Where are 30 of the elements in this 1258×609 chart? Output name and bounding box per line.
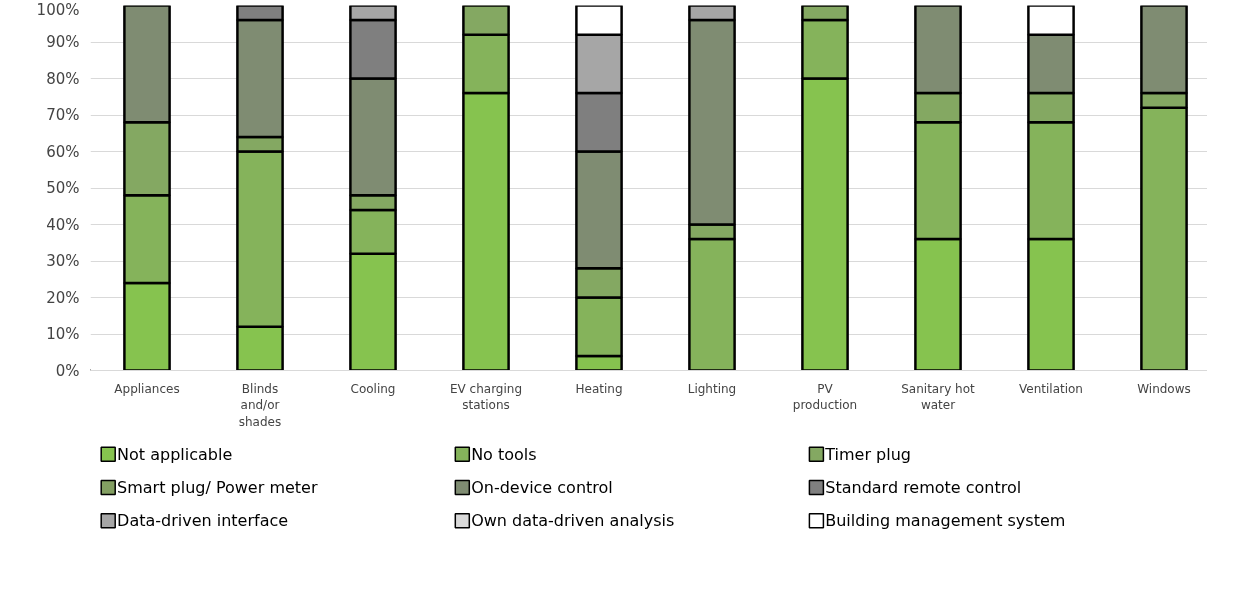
x-tick-label: Lighting	[687, 381, 737, 396]
y-tick-label: 80%	[46, 69, 80, 88]
x-tick-label: Sanitary hot water	[901, 381, 976, 413]
y-tick-label: 50%	[46, 179, 80, 197]
x-tick-label: Windows	[1137, 381, 1191, 396]
x-tick-label: Ventilation	[1019, 381, 1083, 396]
y-tick-label: 20%	[46, 288, 80, 307]
y-tick-label: 0%	[55, 361, 80, 380]
x-tick-label: PV production	[792, 381, 858, 413]
x-tick-label: Blinds and/or shades	[238, 381, 282, 430]
y-tick-label: 30%	[46, 252, 80, 270]
y-tick-label: 10%	[46, 325, 80, 343]
y-tick-label: 90%	[46, 33, 80, 51]
x-tick-label: EV charging stations	[449, 381, 523, 413]
legend-label: Timer plug	[824, 444, 911, 464]
legend-label: On-device control	[471, 478, 613, 497]
y-tick-label: 70%	[46, 106, 80, 124]
legend-label: No tools	[471, 444, 537, 464]
x-tick-label: Cooling	[350, 381, 396, 396]
y-tick-label: 40%	[46, 215, 80, 234]
legend-label: Own data-driven analysis	[471, 511, 675, 531]
y-tick-label: 60%	[46, 142, 80, 161]
legend-label: Data-driven interface	[117, 511, 289, 531]
x-tick-label: Heating	[575, 381, 623, 396]
legend-label: Not applicable	[117, 444, 233, 464]
y-tick-label: 100%	[36, 0, 80, 19]
x-tick-label: Appliances	[114, 381, 180, 396]
legend-label: Standard remote control	[825, 478, 1022, 497]
legend-label: Building management system	[825, 511, 1066, 531]
legend-label: Smart plug/ Power meter	[117, 478, 318, 497]
